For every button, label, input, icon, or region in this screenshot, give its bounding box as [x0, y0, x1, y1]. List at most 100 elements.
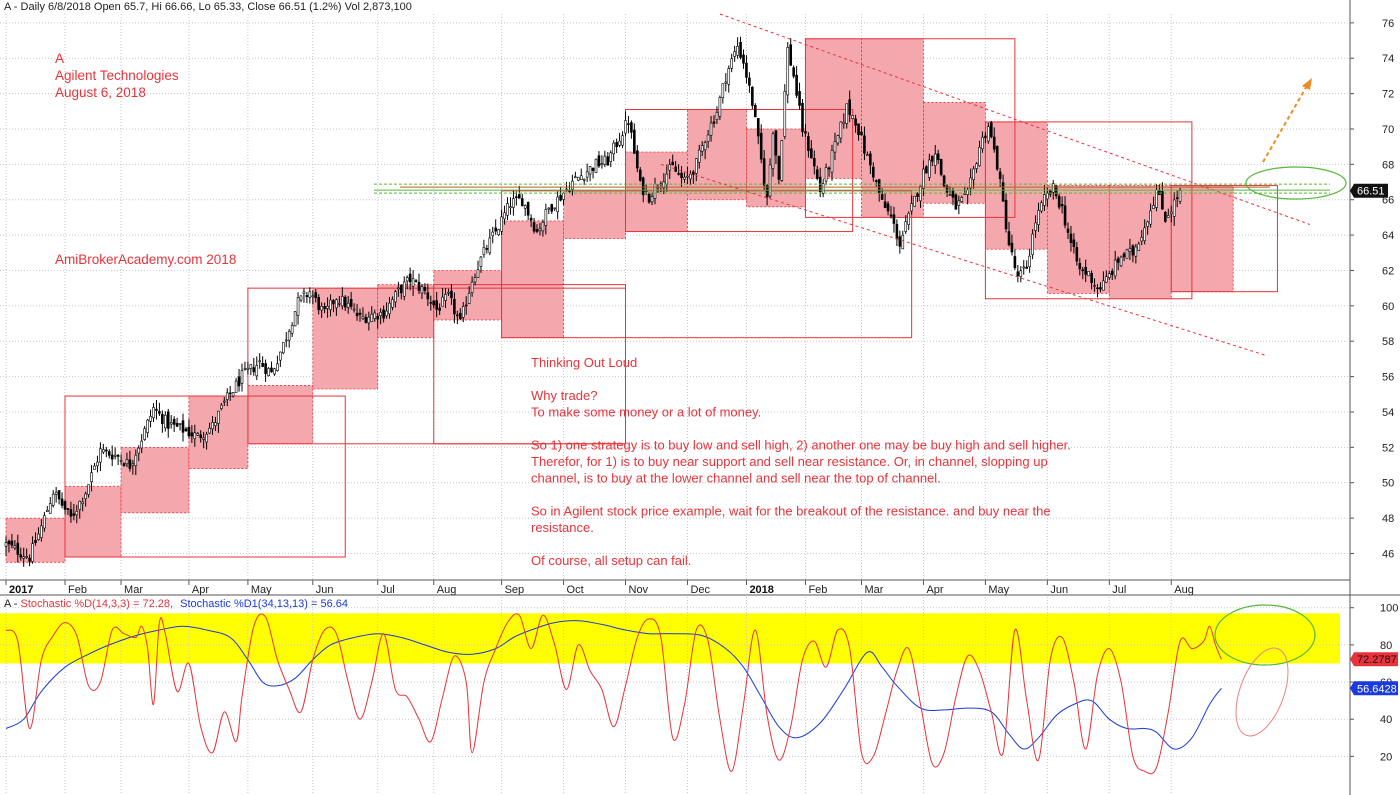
month-label: Feb	[68, 584, 87, 596]
candle-body	[1019, 270, 1023, 278]
candle-body	[845, 103, 849, 124]
candle-body	[279, 351, 282, 361]
candle-body	[544, 209, 548, 226]
candle-body	[444, 294, 447, 301]
candle-body	[1093, 285, 1096, 287]
candle-body	[25, 556, 28, 558]
candle-body	[753, 105, 757, 118]
stochastic-header-prefix: A -	[4, 598, 21, 610]
range-box-filled	[625, 151, 688, 232]
candle-body	[470, 281, 474, 293]
month-label: May	[251, 584, 272, 596]
candle-body	[22, 556, 26, 559]
annotation-note-line: So 1) one strategy is to buy low and sel…	[531, 438, 1071, 453]
candle-body	[957, 200, 961, 206]
candle-body	[848, 99, 852, 116]
candle-body	[90, 472, 93, 482]
candle-body	[467, 293, 471, 304]
candle-body	[901, 234, 905, 250]
candle-body	[789, 44, 793, 66]
candle-body	[703, 142, 707, 151]
signal-ellipse	[1235, 647, 1289, 737]
candle-body	[60, 498, 64, 506]
breakout-arrow-line	[1262, 83, 1309, 163]
candle-body	[54, 491, 58, 495]
candle-body	[842, 121, 846, 124]
candle-body	[329, 299, 332, 310]
candle-body	[1137, 243, 1141, 251]
candle-body	[869, 153, 872, 166]
candle-body	[1043, 194, 1046, 206]
price-tick-label: 72	[1382, 89, 1394, 101]
breakout-ellipse	[1245, 166, 1347, 200]
candle-body	[1051, 183, 1055, 193]
candle-body	[765, 185, 769, 198]
candle-body	[532, 222, 536, 232]
month-label: 2017	[9, 584, 33, 596]
candle-body	[461, 306, 465, 318]
candle-body	[181, 420, 185, 433]
range-box-filled	[923, 102, 986, 204]
candle-body	[739, 42, 742, 58]
month-label: Nov	[629, 584, 649, 596]
candle-body	[258, 360, 262, 363]
candle-body	[96, 461, 99, 467]
candle-body	[494, 227, 498, 232]
candle-body	[199, 434, 202, 439]
month-label: Aug	[437, 584, 457, 596]
stochastic-d1-line	[5, 620, 1222, 750]
candle-body	[453, 298, 456, 315]
candle-body	[641, 177, 645, 196]
candle-body	[712, 121, 716, 124]
price-tick-label: 64	[1382, 230, 1394, 242]
candle-body	[907, 212, 911, 225]
candle-body	[730, 58, 734, 69]
range-box-filled	[563, 190, 626, 240]
candle-body	[172, 418, 176, 425]
candle-body	[107, 451, 111, 456]
candle-body	[411, 278, 415, 287]
candle-body	[874, 180, 878, 182]
month-label: Feb	[808, 584, 827, 596]
candle-body	[904, 221, 908, 232]
candle-body	[886, 203, 890, 212]
candle-body	[314, 292, 318, 299]
overbought-band	[0, 613, 1340, 664]
candle-body	[576, 176, 580, 181]
candle-body	[161, 413, 164, 424]
candle-body	[830, 149, 834, 173]
candle-body	[48, 503, 52, 514]
candle-body	[535, 229, 539, 232]
candle-body	[349, 299, 353, 307]
price-tag: 66.51	[1350, 183, 1388, 198]
candle-body	[889, 214, 893, 217]
candle-body	[28, 557, 31, 562]
month-label: Jul	[381, 584, 395, 596]
candle-body	[857, 123, 860, 136]
candle-body	[40, 525, 43, 538]
candle-body	[975, 163, 978, 169]
month-label: Mar	[124, 584, 143, 596]
range-box-outline	[984, 121, 1193, 300]
candle-body	[93, 465, 96, 470]
month-label: Sep	[505, 584, 525, 596]
candle-body	[261, 363, 264, 367]
candle-body	[116, 454, 120, 457]
candle-body	[105, 449, 108, 452]
candle-body	[1090, 272, 1093, 284]
stoch-d-tag-text: 56.6428	[1357, 683, 1397, 695]
range-box-outline	[433, 284, 626, 445]
candle-body	[302, 291, 306, 294]
candle-body	[547, 207, 551, 210]
trading-range-boxes	[5, 38, 1278, 563]
candle-body	[653, 183, 657, 199]
candle-body	[810, 148, 813, 159]
candle-body	[485, 248, 489, 250]
candle-body	[517, 194, 521, 199]
candle-body	[1149, 210, 1152, 225]
range-box-filled	[861, 38, 924, 218]
candle-body	[208, 427, 211, 434]
candle-body	[984, 135, 987, 138]
candle-body	[1078, 262, 1082, 270]
candle-body	[1016, 271, 1020, 277]
